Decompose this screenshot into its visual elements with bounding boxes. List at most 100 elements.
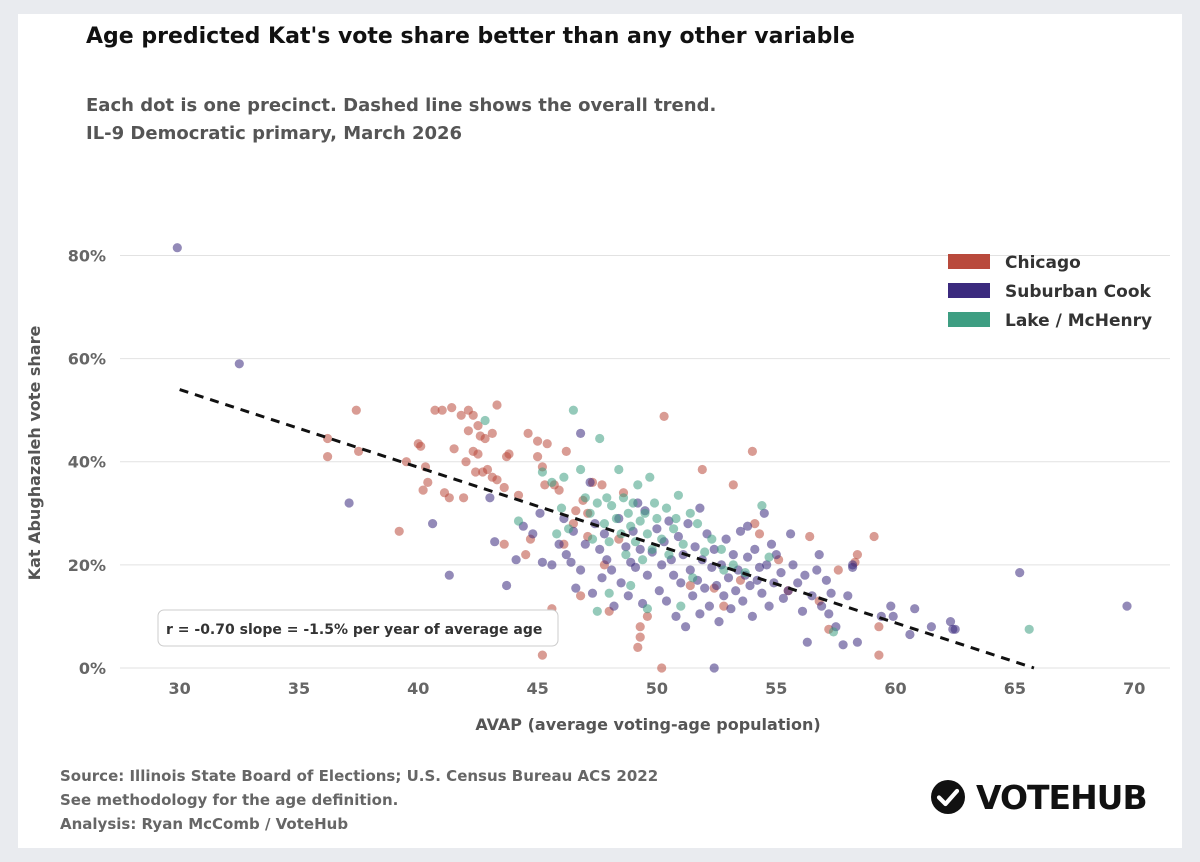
point-suburban-cook — [778, 593, 789, 604]
point-suburban-cook — [735, 526, 746, 536]
x-axis-label: AVAP (average voting-age population) — [475, 715, 820, 734]
point-suburban-cook — [671, 611, 681, 622]
point-suburban-cook — [750, 544, 760, 555]
point-chicago — [747, 446, 758, 456]
y-tick-label: 80% — [68, 246, 106, 265]
point-lake-mchenry — [513, 516, 524, 526]
point-suburban-cook — [676, 578, 686, 588]
point-chicago — [523, 428, 533, 438]
point-chicago — [697, 464, 707, 475]
point-suburban-cook — [535, 508, 545, 518]
point-lake-mchenry — [657, 534, 667, 544]
x-tick-label: 55 — [765, 679, 787, 698]
point-chicago — [597, 480, 607, 490]
point-lake-mchenry — [564, 524, 574, 534]
point-suburban-cook — [786, 529, 796, 539]
point-chicago — [635, 632, 645, 642]
point-lake-mchenry — [645, 472, 655, 482]
point-chicago — [874, 622, 884, 632]
legend-label-lake-mchenry: Lake / McHenry — [1005, 311, 1152, 331]
point-lake-mchenry — [552, 529, 562, 539]
point-suburban-cook — [905, 629, 915, 640]
point-suburban-cook — [607, 565, 617, 575]
legend-swatch-suburban-cook — [948, 283, 990, 298]
point-suburban-cook — [793, 578, 803, 588]
point-chicago — [473, 421, 483, 431]
point-suburban-cook — [685, 565, 695, 575]
point-suburban-cook — [528, 529, 538, 539]
point-suburban-cook — [766, 539, 777, 549]
point-suburban-cook — [576, 428, 586, 438]
point-lake-mchenry — [599, 519, 610, 529]
point-suburban-cook — [838, 640, 848, 650]
point-suburban-cook — [602, 555, 612, 565]
point-chicago — [537, 650, 548, 660]
methodology-line: See methodology for the age definition. — [60, 791, 399, 809]
point-suburban-cook — [824, 609, 834, 619]
x-tick-label: 35 — [288, 679, 310, 698]
brand-name: VOTEHUB — [976, 777, 1148, 817]
point-suburban-cook — [714, 617, 724, 627]
point-lake-mchenry — [728, 560, 738, 570]
point-chicago — [492, 400, 502, 410]
point-lake-mchenry — [614, 464, 624, 475]
y-axis-ticks: 0% 20% 40% 60% 80% — [68, 246, 106, 678]
point-suburban-cook — [926, 622, 937, 632]
point-chicago — [561, 446, 571, 456]
x-tick-label: 70 — [1123, 679, 1145, 698]
point-suburban-cook — [234, 359, 244, 369]
point-chicago — [659, 411, 669, 421]
legend-swatch-chicago — [948, 254, 990, 269]
point-suburban-cook — [571, 583, 581, 593]
point-suburban-cook — [726, 604, 736, 614]
point-chicago — [480, 433, 490, 444]
point-chicago — [471, 467, 481, 477]
point-suburban-cook — [485, 493, 495, 503]
point-suburban-cook — [743, 521, 753, 531]
point-chicago — [351, 405, 361, 415]
analysis-line: Analysis: Ryan McComb / VoteHub — [60, 815, 349, 833]
y-axis-label: Kat Abughazaleh vote share — [25, 326, 44, 581]
point-chicago — [657, 663, 667, 673]
point-suburban-cook — [172, 243, 182, 253]
point-suburban-cook — [681, 622, 691, 632]
point-chicago — [576, 591, 586, 601]
point-suburban-cook — [797, 606, 808, 616]
point-lake-mchenry — [678, 539, 688, 549]
point-suburban-cook — [762, 560, 772, 570]
point-chicago — [533, 436, 543, 446]
point-suburban-cook — [609, 601, 619, 611]
point-lake-mchenry — [626, 580, 636, 591]
point-lake-mchenry — [633, 480, 643, 490]
point-chicago — [554, 485, 564, 495]
point-chicago — [499, 482, 509, 493]
chart-card — [18, 14, 1182, 848]
point-lake-mchenry — [618, 493, 629, 503]
annotation-box: r = -0.70 slope = -1.5% per year of aver… — [157, 609, 559, 647]
point-chicago — [418, 485, 428, 495]
point-suburban-cook — [580, 539, 590, 549]
point-lake-mchenry — [611, 513, 622, 524]
point-lake-mchenry — [480, 415, 490, 426]
point-suburban-cook — [654, 586, 664, 596]
y-tick-label: 20% — [68, 556, 106, 575]
point-suburban-cook — [1015, 568, 1025, 578]
point-suburban-cook — [642, 570, 653, 580]
source-notes: Source: Illinois State Board of Election… — [60, 764, 658, 836]
chart-title: Age predicted Kat's vote share better th… — [86, 24, 855, 49]
point-suburban-cook — [910, 604, 920, 614]
point-lake-mchenry — [604, 588, 614, 598]
point-chicago — [456, 410, 466, 420]
point-suburban-cook — [695, 609, 705, 619]
point-lake-mchenry — [707, 534, 717, 544]
point-lake-mchenry — [669, 524, 679, 534]
point-suburban-cook — [709, 663, 719, 673]
point-chicago — [444, 493, 454, 503]
point-suburban-cook — [537, 557, 548, 567]
point-chicago — [685, 580, 695, 591]
point-chicago — [571, 506, 581, 516]
point-lake-mchenry — [664, 550, 674, 560]
point-lake-mchenry — [642, 604, 653, 614]
point-suburban-cook — [597, 573, 607, 583]
subtitle-line-2: IL-9 Democratic primary, March 2026 — [86, 123, 463, 144]
